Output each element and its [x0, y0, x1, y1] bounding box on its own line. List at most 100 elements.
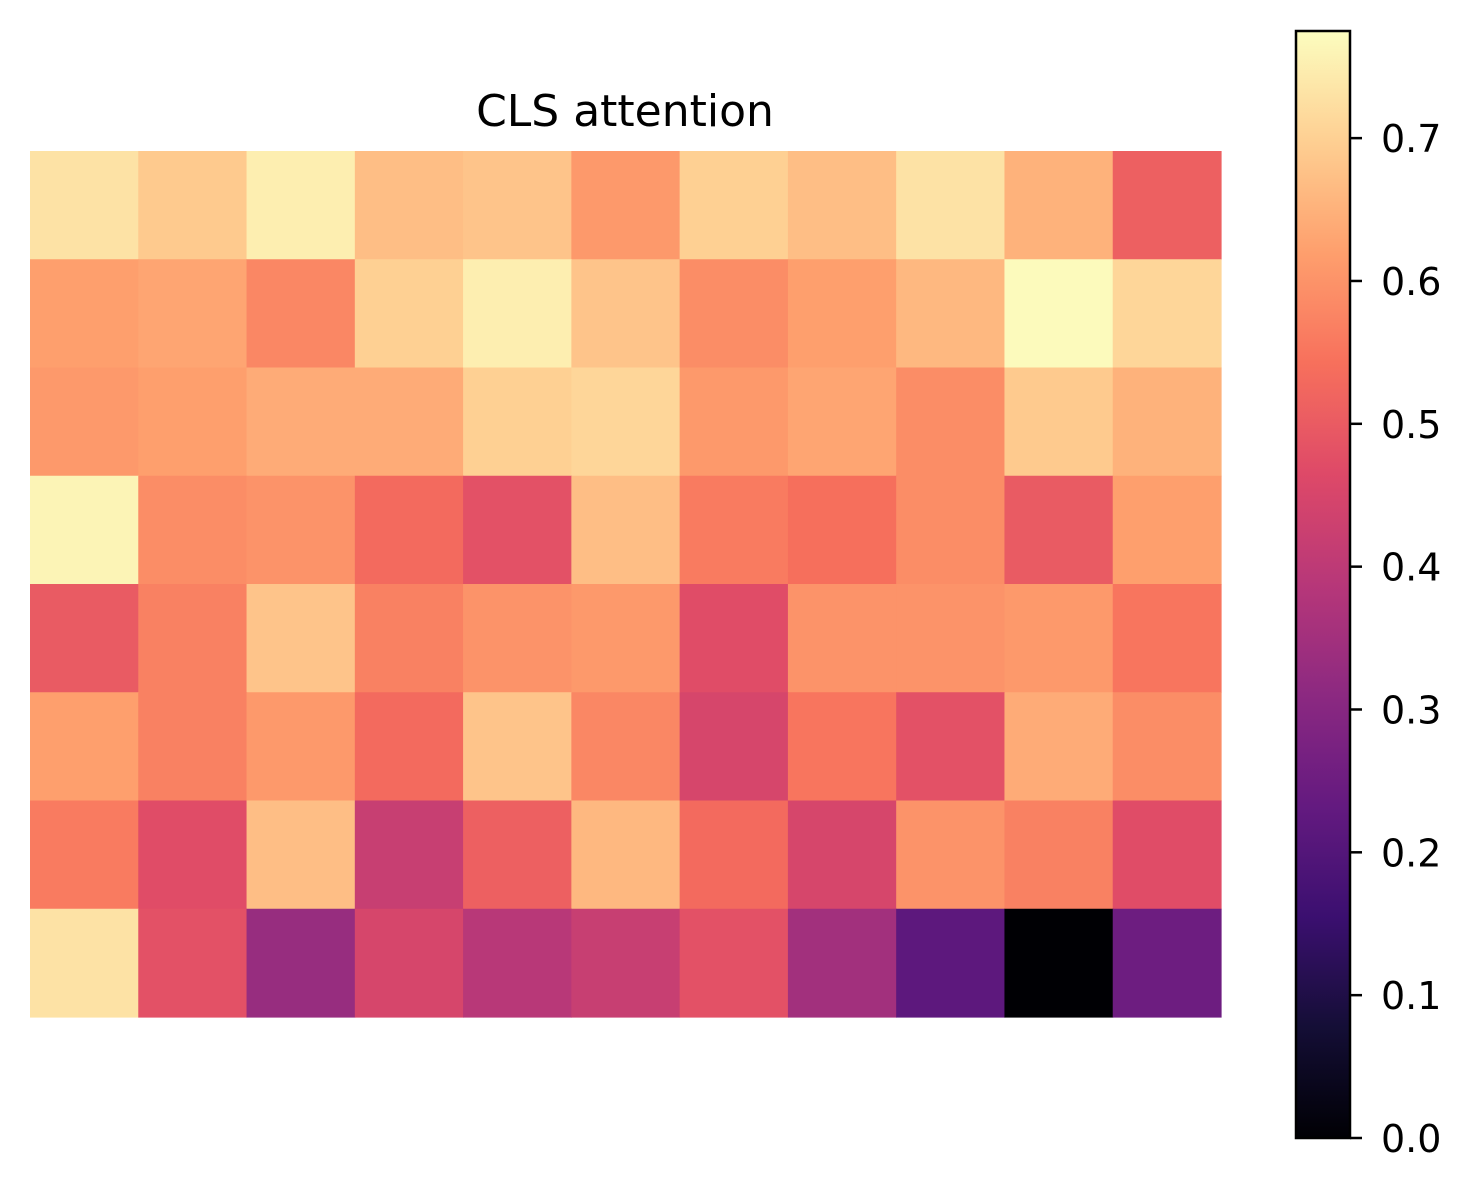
heatmap-cell	[138, 367, 248, 477]
heatmap-cell	[1004, 259, 1114, 369]
heatmap-cell	[896, 367, 1006, 477]
heatmap-cell	[787, 151, 897, 260]
heatmap-cell	[679, 367, 789, 477]
heatmap-cell	[787, 367, 897, 477]
heatmap-cell	[246, 151, 356, 260]
heatmap-cell	[787, 259, 897, 369]
heatmap-cell	[30, 908, 139, 1018]
heatmap-cell	[896, 800, 1006, 910]
heatmap-cell	[896, 475, 1006, 585]
heatmap-cell	[463, 800, 572, 910]
heatmap-cell	[138, 692, 248, 802]
heatmap-cell	[1112, 800, 1222, 910]
colorbar-tick-label: 0.3	[1381, 688, 1441, 732]
heatmap-cell	[30, 692, 139, 802]
heatmap-cell	[679, 475, 789, 585]
heatmap-cell	[246, 584, 356, 693]
heatmap-cell	[1112, 367, 1222, 477]
heatmap-cell	[354, 584, 464, 693]
heatmap-cell	[138, 584, 248, 693]
heatmap-cell	[571, 367, 681, 477]
colorbar-tick-label: 0.1	[1381, 974, 1441, 1018]
heatmap-cell	[571, 800, 681, 910]
heatmap-cell	[1112, 475, 1222, 585]
heatmap-cell	[463, 475, 572, 585]
heatmap-cell	[679, 151, 789, 260]
heatmap-cell	[463, 151, 572, 260]
heatmap-cell	[30, 800, 139, 910]
heatmap-cell	[787, 800, 897, 910]
heatmap-cell	[246, 692, 356, 802]
heatmap-cell	[1004, 908, 1114, 1018]
heatmap-cell	[30, 151, 139, 260]
heatmap-cell	[1004, 151, 1114, 260]
heatmap-cell	[138, 259, 248, 369]
heatmap-cell	[246, 259, 356, 369]
heatmap-cell	[896, 259, 1006, 369]
heatmap-cell	[571, 151, 681, 260]
colorbar-tick-label: 0.7	[1381, 117, 1441, 161]
heatmap-cell	[1112, 692, 1222, 802]
heatmap-cell	[30, 584, 139, 693]
colorbar-tick-label: 0.5	[1381, 403, 1441, 447]
heatmap-cell	[354, 151, 464, 260]
heatmap-cell	[246, 367, 356, 477]
heatmap-cell	[138, 800, 248, 910]
heatmap-cell	[679, 259, 789, 369]
heatmap-cell	[1004, 800, 1114, 910]
heatmap-cell	[1004, 584, 1114, 693]
heatmap-cell	[896, 584, 1006, 693]
colorbar: 0.0 0.1 0.2 0.3 0.4 0.5 0.6 0.7	[1294, 29, 1441, 1161]
heatmap-cell	[354, 259, 464, 369]
heatmap-cell	[30, 367, 139, 477]
heatmap-cell	[138, 908, 248, 1018]
heatmap-cell	[138, 475, 248, 585]
heatmap-cell	[463, 692, 572, 802]
heatmap-cell	[896, 908, 1006, 1018]
colorbar-tick-label: 0.6	[1381, 260, 1441, 304]
heatmap-cell	[354, 475, 464, 585]
heatmap-cell	[571, 475, 681, 585]
heatmap-cell	[787, 908, 897, 1018]
chart-title: CLS attention	[476, 86, 774, 137]
colorbar-tick-label: 0.4	[1381, 546, 1441, 590]
heatmap-cell	[1112, 151, 1222, 260]
heatmap-cell	[246, 800, 356, 910]
heatmap-cell	[463, 259, 572, 369]
heatmap-cells	[30, 151, 1222, 1018]
heatmap-cell	[571, 908, 681, 1018]
heatmap-cell	[1112, 259, 1222, 369]
heatmap-cell	[463, 584, 572, 693]
heatmap-cell	[1112, 584, 1222, 693]
heatmap-cell	[1004, 475, 1114, 585]
colorbar-tick-label: 0.0	[1381, 1117, 1441, 1161]
heatmap-cell	[354, 692, 464, 802]
colorbar-frame	[1294, 29, 1352, 1140]
heatmap-cell	[787, 475, 897, 585]
heatmap-cell	[679, 800, 789, 910]
heatmap-cell	[246, 908, 356, 1018]
colorbar-ticks: 0.0 0.1 0.2 0.3 0.4 0.5 0.6 0.7	[1350, 117, 1441, 1161]
colorbar-tick-label: 0.2	[1381, 831, 1441, 875]
colorbar-gradient	[1296, 31, 1350, 1138]
heatmap-cell	[896, 151, 1006, 260]
heatmap-cell	[1004, 367, 1114, 477]
heatmap-cell	[463, 367, 572, 477]
heatmap-cell	[354, 908, 464, 1018]
heatmap-cell	[571, 259, 681, 369]
heatmap-cell	[787, 584, 897, 693]
heatmap-cell	[787, 692, 897, 802]
heatmap-cell	[30, 475, 139, 585]
heatmap-cell	[679, 584, 789, 693]
heatmap-cell	[354, 800, 464, 910]
heatmap-cell	[679, 692, 789, 802]
heatmap-cell	[463, 908, 572, 1018]
heatmap-cell	[1004, 692, 1114, 802]
heatmap-cell	[571, 692, 681, 802]
heatmap-cell	[246, 475, 356, 585]
heatmap-cell	[1112, 908, 1222, 1018]
heatmap-cell	[679, 908, 789, 1018]
heatmap-cell	[138, 151, 248, 260]
